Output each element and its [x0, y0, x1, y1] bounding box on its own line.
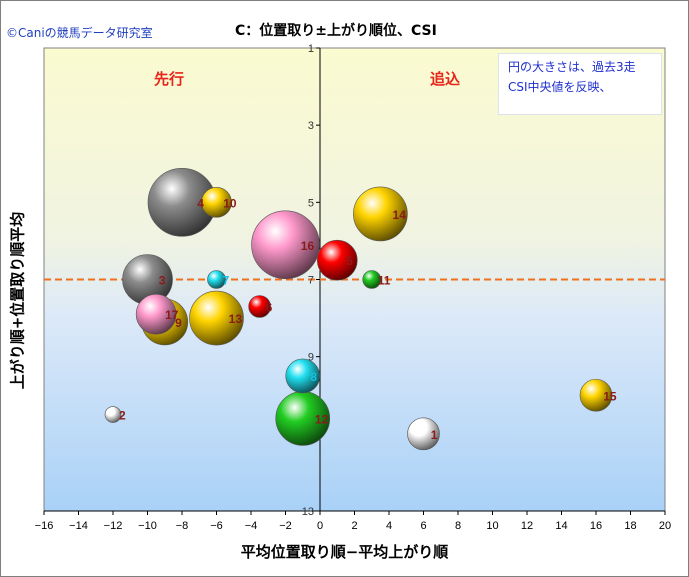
bubble-15 — [579, 378, 613, 412]
x-tick-label: −4 — [245, 520, 258, 532]
note-line-1: 円の大きさは、過去3走 — [508, 60, 636, 74]
x-tick-label: −2 — [279, 520, 292, 532]
y-tick-label: 13 — [302, 506, 314, 518]
y-axis-label: 上がり順+位置取り順平均 — [8, 211, 27, 390]
bubble-10 — [201, 187, 232, 218]
y-tick-label: 9 — [308, 352, 314, 364]
bubble-17 — [135, 293, 177, 335]
bubble-6 — [248, 295, 271, 318]
x-tick-label: 4 — [386, 520, 392, 532]
x-tick-label: 16 — [590, 520, 602, 532]
y-tick-label: 3 — [308, 120, 314, 132]
x-tick-label: −8 — [176, 520, 189, 532]
bubble-label-8: 8 — [310, 370, 317, 384]
x-tick-label: 20 — [659, 520, 671, 532]
x-tick-label: −12 — [104, 520, 123, 532]
x-tick-label: −6 — [210, 520, 223, 532]
bubble-label-13: 13 — [229, 312, 243, 326]
bubble-14 — [353, 186, 408, 242]
bubble-label-2: 2 — [119, 409, 126, 423]
x-tick-label: −14 — [69, 520, 88, 532]
bubble-1 — [407, 417, 440, 451]
y-tick-label: 5 — [308, 197, 314, 209]
x-tick-label: −10 — [138, 520, 157, 532]
bubble-label-16: 16 — [301, 239, 315, 253]
bubble-label-6: 6 — [266, 301, 273, 315]
credit-text: ©Caniの競馬データ研究室 — [6, 26, 153, 40]
bubble-label-1: 1 — [431, 428, 438, 442]
y-tick-label: 7 — [308, 275, 314, 287]
bubble-label-17: 17 — [165, 308, 179, 322]
bubble-label-4: 4 — [197, 196, 204, 210]
bubble-label-7: 7 — [223, 274, 230, 288]
x-tick-label: 10 — [486, 520, 498, 532]
x-tick-label: 18 — [624, 520, 636, 532]
y-tick-label: 1 — [308, 43, 314, 55]
bubble-label-14: 14 — [393, 208, 407, 222]
bubble-2 — [104, 406, 122, 423]
x-tick-label: 12 — [521, 520, 533, 532]
bubble-label-5: 5 — [346, 254, 353, 268]
bubble-13 — [189, 290, 244, 346]
bubble-label-9: 9 — [175, 316, 182, 330]
x-tick-label: 14 — [555, 520, 567, 532]
x-tick-label: 6 — [420, 520, 426, 532]
x-tick-label: −16 — [35, 520, 54, 532]
bubble-8 — [285, 358, 321, 394]
chart-title: C：位置取り±上がり順位、CSI — [235, 23, 437, 39]
bubble-label-11: 11 — [378, 274, 391, 288]
bubble-label-10: 10 — [223, 196, 237, 210]
x-tick-label: 0 — [317, 520, 323, 532]
bubble-7 — [207, 270, 226, 289]
bubble-16 — [251, 210, 320, 280]
x-tick-label: 2 — [351, 520, 357, 532]
bubble-5 — [316, 239, 358, 281]
zone-label-front: 先行 — [154, 70, 185, 88]
zone-label-rear: 追込 — [430, 70, 461, 88]
note-line-2: CSI中央値を反映、 — [508, 80, 612, 94]
x-tick-label: 8 — [455, 520, 461, 532]
legend-note: 円の大きさは、過去3走 CSI中央値を反映、 — [499, 54, 661, 114]
bubble-label-12: 12 — [315, 412, 329, 426]
bubble-label-15: 15 — [603, 389, 617, 403]
bubble-11 — [362, 270, 382, 289]
bubble-label-3: 3 — [159, 274, 166, 288]
x-axis-label: 平均位置取り順−平均上がり順 — [240, 543, 449, 561]
